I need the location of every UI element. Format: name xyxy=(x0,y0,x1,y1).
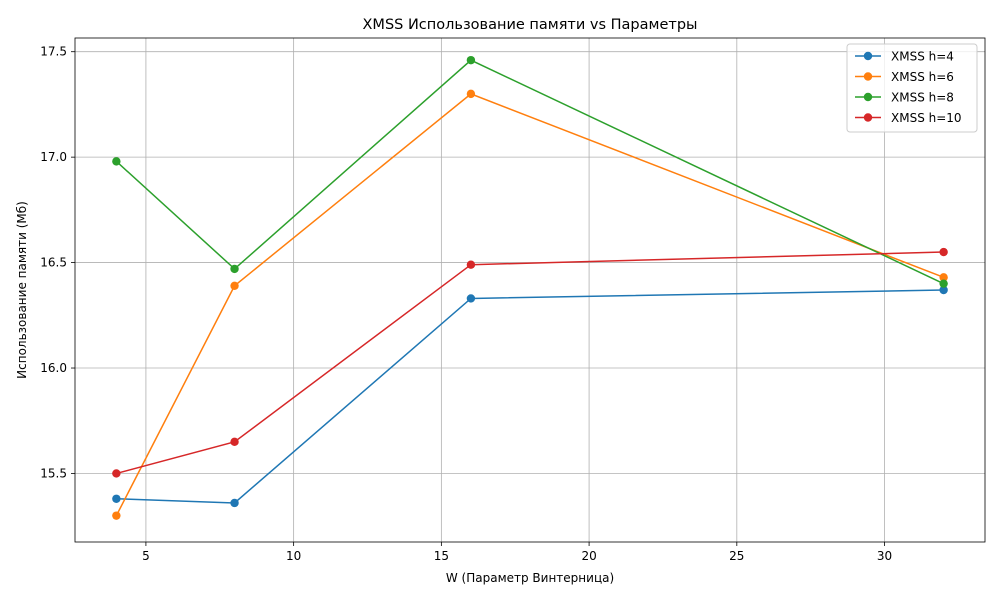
y-tick-label: 16.5 xyxy=(40,256,67,270)
x-axis-ticks: 5 10 15 20 25 30 xyxy=(142,542,892,563)
x-tick-label: 5 xyxy=(142,549,150,563)
data-point xyxy=(466,89,476,99)
data-point xyxy=(466,55,476,65)
legend-marker xyxy=(863,92,873,102)
x-tick-label: 10 xyxy=(286,549,301,563)
series-2 xyxy=(112,89,948,520)
legend-box xyxy=(846,43,978,133)
legend-marker xyxy=(863,72,873,81)
y-axis-label: Использование памяти (Мб) xyxy=(15,201,29,379)
chart-title: XMSS Использование памяти vs Параметры xyxy=(363,17,698,33)
data-point xyxy=(466,260,476,269)
legend-label: XMSS h=8 xyxy=(891,91,954,105)
y-tick-label: 17.5 xyxy=(40,45,67,59)
legend: XMSS h=4 XMSS h=6 XMSS h=8 XMSS h=10 xyxy=(846,43,978,133)
x-axis-label: W (Параметр Винтерница) xyxy=(446,571,614,585)
legend-label: XMSS h=10 xyxy=(891,111,962,125)
legend-label: XMSS h=4 xyxy=(891,50,954,64)
x-tick-label: 15 xyxy=(434,549,449,563)
legend-item: XMSS h=10 xyxy=(855,111,962,125)
y-axis-ticks: 15.5 16.0 16.5 17.0 17.5 xyxy=(40,45,75,480)
data-point xyxy=(230,498,239,508)
legend-label: XMSS h=6 xyxy=(891,70,954,84)
legend-item: XMSS h=8 xyxy=(855,91,954,105)
data-point xyxy=(112,511,121,520)
data-point xyxy=(939,247,948,257)
data-point xyxy=(466,294,476,303)
data-point xyxy=(230,264,239,274)
legend-items: XMSS h=4 XMSS h=6 XMSS h=8 XMSS h=10 xyxy=(855,50,962,125)
legend-marker xyxy=(863,113,873,122)
data-point xyxy=(939,273,948,282)
series-line xyxy=(116,251,944,475)
series-4 xyxy=(112,247,948,478)
x-tick-label: 30 xyxy=(877,549,892,563)
series-line xyxy=(116,289,944,504)
data-point xyxy=(230,437,239,447)
data-point xyxy=(939,279,948,288)
y-tick-label: 15.5 xyxy=(40,466,67,480)
data-point xyxy=(230,281,239,290)
series-3 xyxy=(112,55,948,288)
plot-frame xyxy=(74,37,986,543)
data-point xyxy=(939,285,948,295)
series-1 xyxy=(112,285,948,508)
series-layer xyxy=(112,55,948,520)
series-line xyxy=(115,59,944,285)
y-tick-label: 16.0 xyxy=(40,361,67,375)
data-point xyxy=(112,469,121,478)
y-tick-label: 17.0 xyxy=(40,150,67,164)
data-point xyxy=(112,157,121,166)
data-point xyxy=(112,494,121,503)
legend-item: XMSS h=6 xyxy=(855,70,954,84)
x-tick-label: 20 xyxy=(581,549,596,563)
series-line xyxy=(115,93,944,516)
legend-marker xyxy=(863,51,873,61)
x-tick-label: 25 xyxy=(729,549,744,563)
legend-item: XMSS h=4 xyxy=(855,50,954,64)
